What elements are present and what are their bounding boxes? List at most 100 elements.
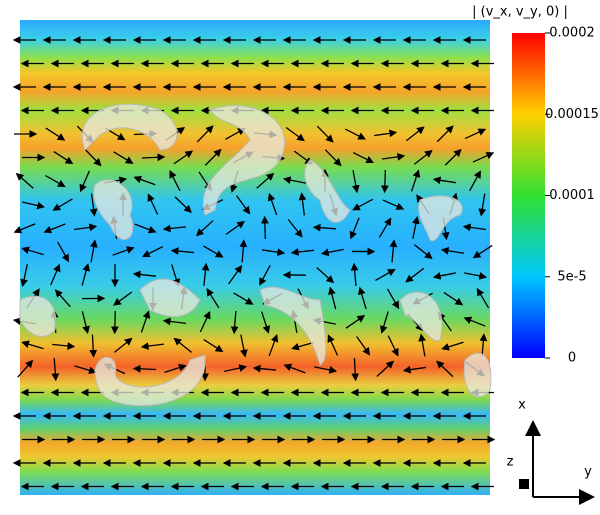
vector-arrow	[174, 196, 192, 214]
vector-arrow	[382, 199, 405, 210]
vector-arrow	[84, 149, 102, 167]
isosurfaces	[19, 103, 492, 407]
vector-arrow	[444, 148, 462, 166]
vector-arrow	[268, 333, 279, 357]
vector-arrow	[110, 310, 119, 335]
vector-arrow	[74, 223, 98, 232]
z-axis-arrow	[519, 479, 529, 489]
vector-arrow	[81, 263, 90, 286]
vector-arrow	[259, 264, 271, 286]
vector-arrow	[379, 311, 389, 334]
vector-arrow	[464, 272, 488, 280]
vector-arrow	[374, 129, 398, 138]
vector-arrow	[285, 126, 305, 142]
vector-arrow	[201, 262, 210, 287]
vector-arrow	[443, 291, 464, 306]
vector-arrow	[320, 248, 344, 257]
vector-arrow	[114, 337, 133, 353]
vector-arrow	[79, 170, 91, 193]
vector-arrow	[389, 239, 398, 263]
vector-arrow	[22, 201, 45, 210]
vector-arrow	[291, 341, 314, 351]
vector-arrow	[54, 289, 71, 308]
vector-arrow	[113, 291, 133, 306]
vector-arrow	[386, 288, 400, 310]
vector-arrow	[141, 153, 166, 162]
vector-arrow	[412, 215, 420, 239]
vector-arrow	[240, 334, 248, 358]
vector-arrow	[51, 357, 60, 382]
vector-arrow	[140, 342, 164, 350]
colorbar-title: | (v_x, v_y, 0) |	[472, 5, 568, 20]
vector-arrow	[327, 334, 339, 356]
vector-arrow	[132, 364, 157, 373]
vector-arrow	[233, 292, 254, 305]
vector-arrow	[43, 223, 66, 234]
vector-arrow	[89, 193, 98, 217]
vector-arrow	[380, 169, 389, 194]
vector-arrow	[203, 245, 224, 258]
vector-arrow	[45, 174, 66, 188]
vector-arrow	[350, 262, 359, 287]
vector-arrow	[351, 170, 360, 194]
vector-arrow	[287, 218, 303, 238]
vector-arrow	[225, 128, 246, 140]
vector-arrow	[463, 316, 486, 327]
vector-arrow	[199, 310, 211, 333]
vector-arrow	[345, 315, 366, 329]
vector-arrow	[478, 193, 487, 217]
vector-arrow	[133, 175, 156, 186]
vector-arrow	[462, 223, 486, 232]
colorbar-tick-label: 0.0001	[549, 188, 595, 203]
vector-arrow	[140, 310, 151, 333]
axis-label-x: x	[518, 398, 526, 413]
vector-arrow	[147, 193, 159, 215]
vector-arrow	[382, 153, 406, 161]
vector-arrow	[283, 363, 306, 374]
colorbar-tick-label: 0.00015	[545, 107, 599, 122]
vector-arrow	[252, 364, 277, 373]
colorbar-ticks: 0.0002 0.00015 0.0001 5e-5 0	[545, 26, 599, 366]
vector-arrow	[316, 125, 334, 143]
vector-arrow	[479, 333, 488, 357]
vector-arrow	[351, 357, 360, 382]
vector-arrow	[413, 244, 433, 260]
vector-arrow	[52, 198, 73, 211]
vector-arrow	[239, 239, 248, 263]
vector-arrow	[13, 223, 36, 234]
vector-arrow	[162, 317, 186, 326]
vector-arrow	[472, 244, 493, 259]
vector-arrow	[441, 341, 464, 351]
vector-arrow	[173, 150, 194, 165]
vector-arrow	[51, 342, 76, 350]
flow-field	[20, 20, 490, 495]
vector-arrow	[344, 128, 366, 140]
vector-arrow	[203, 339, 224, 353]
vector-arrow	[405, 126, 425, 142]
vector-arrow	[472, 152, 495, 163]
vector-arrow	[261, 311, 271, 334]
vector-arrow	[290, 248, 315, 256]
vector-arrow	[316, 267, 335, 284]
vector-arrow	[256, 172, 275, 189]
vector-arrow	[262, 248, 286, 257]
vector-arrow	[432, 176, 456, 185]
vector-arrow	[45, 127, 66, 141]
vector-arrow	[196, 125, 214, 143]
vector-arrow	[170, 247, 195, 255]
vector-arrow	[375, 268, 396, 281]
vector-arrow	[436, 125, 454, 143]
vector-arrow	[74, 365, 97, 375]
colorbar-tick-label: 0.0002	[549, 26, 595, 41]
vector-arrow	[405, 267, 425, 283]
vector-arrow	[204, 148, 222, 166]
vector-arrow	[21, 246, 44, 256]
vector-arrow	[402, 365, 426, 374]
vector-arrow	[418, 333, 427, 357]
vector-arrow	[349, 217, 360, 240]
colorbar-tick-label: 0	[568, 351, 576, 366]
vector-arrow	[352, 151, 374, 164]
vector-arrow	[21, 340, 44, 350]
vector-arrow	[225, 220, 246, 235]
